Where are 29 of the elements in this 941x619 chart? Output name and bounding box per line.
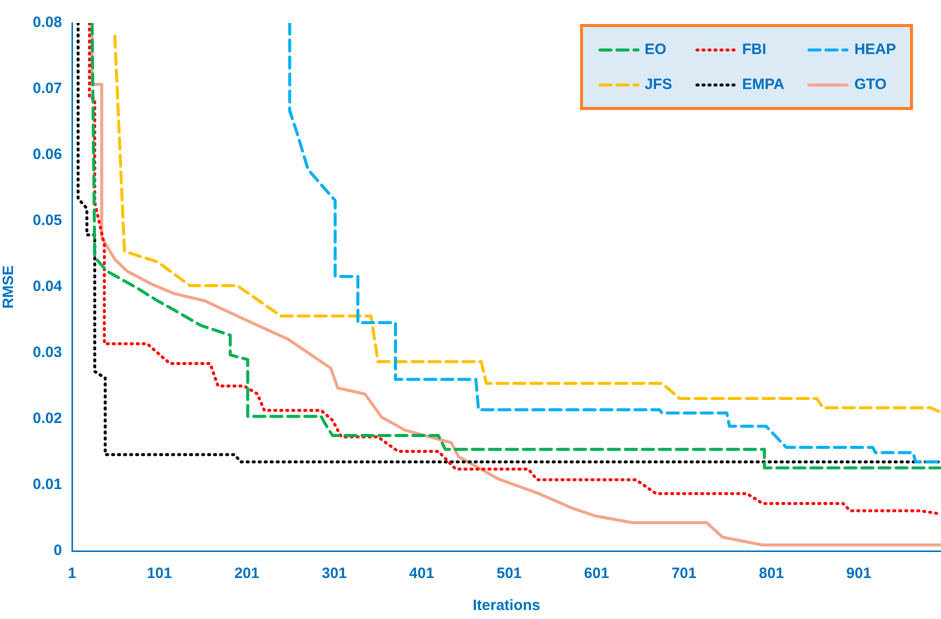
y-axis-title: RMSE xyxy=(0,265,18,309)
x-tick-label: 201 xyxy=(234,565,260,582)
legend-label: FBI xyxy=(742,41,766,58)
x-tick-label: 901 xyxy=(846,565,872,582)
y-tick-label: 0.06 xyxy=(32,146,62,164)
y-tick-label: 0.05 xyxy=(32,212,62,230)
x-axis-title: Iterations xyxy=(472,597,540,614)
legend-label: JFS xyxy=(644,76,672,93)
x-tick-label: 601 xyxy=(584,565,610,582)
legend-label: EMPA xyxy=(742,76,784,93)
x-tick-label: 101 xyxy=(146,565,172,582)
x-tick-label: 701 xyxy=(671,565,696,582)
x-tick-label: 501 xyxy=(496,565,522,582)
legend-label: GTO xyxy=(854,76,887,93)
y-tick-label: 0 xyxy=(54,542,62,560)
legend-label: EO xyxy=(644,41,666,58)
y-tick-label: 0.01 xyxy=(32,476,62,494)
legend-label: HEAP xyxy=(854,41,896,58)
line-series xyxy=(288,23,941,464)
x-tick-label: 801 xyxy=(758,565,784,582)
y-tick-label: 0.04 xyxy=(32,278,63,296)
y-tick-label: 0.02 xyxy=(32,410,62,428)
y-tick-label: 0.07 xyxy=(32,80,62,98)
y-tick-label: 0.08 xyxy=(32,14,62,32)
x-tick-label: 401 xyxy=(409,565,434,582)
line-series xyxy=(113,34,941,414)
x-tick-label: 301 xyxy=(322,565,347,582)
y-tick-label: 0.03 xyxy=(32,344,62,362)
x-tick-label: 1 xyxy=(68,565,76,582)
